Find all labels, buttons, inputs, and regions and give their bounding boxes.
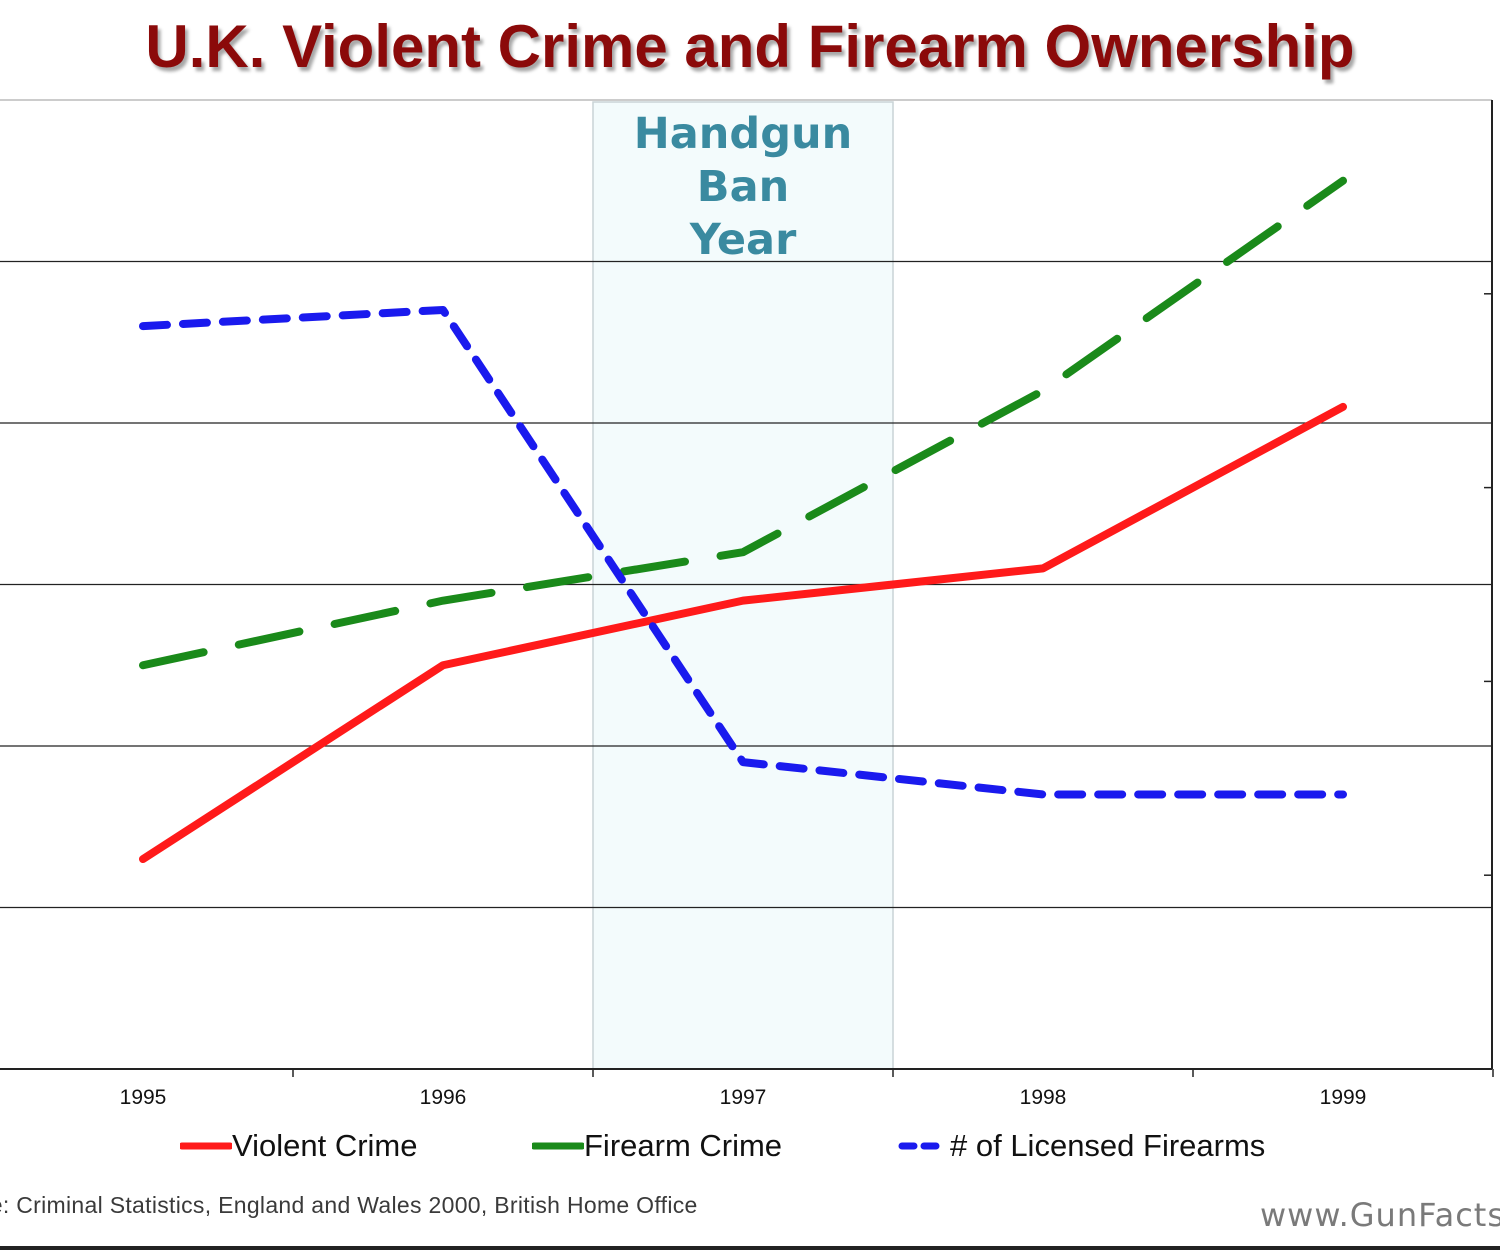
x-tick-label: 1999 (1320, 1086, 1367, 1109)
chart-title: U.K. Violent Crime and Firearm Ownership (145, 13, 1355, 80)
legend-swatch-violent-crime (178, 1136, 234, 1156)
bottom-border (0, 1246, 1500, 1250)
data-point (143, 665, 144, 666)
annotation-line: Year (689, 215, 797, 265)
data-point (1343, 406, 1344, 407)
annotation-line: Ban (697, 162, 789, 212)
legend-item-violent-crime: Violent Crime (178, 1128, 418, 1164)
data-point (443, 600, 444, 601)
data-point (1343, 180, 1344, 181)
legend: Violent Crime Firearm Crime # of License… (0, 1128, 1500, 1172)
data-point (443, 665, 444, 666)
legend-item-licensed-firearms: # of Licensed Firearms (898, 1128, 1265, 1164)
data-point (743, 552, 744, 553)
annotation-line: Handgun (634, 109, 852, 159)
watermark: www.GunFacts (1260, 1196, 1500, 1234)
data-point (1043, 390, 1044, 391)
source-note: ce: Criminal Statistics, England and Wal… (0, 1192, 698, 1218)
data-point (743, 600, 744, 601)
series-line-violent-crime (139, 402, 1347, 864)
legend-swatch-licensed-firearms (898, 1136, 950, 1156)
legend-label-firearm-crime: Firearm Crime (584, 1128, 783, 1163)
series-line-of-licensed-firearms (139, 305, 1347, 799)
legend-item-firearm-crime: Firearm Crime (530, 1128, 783, 1164)
legend-label-violent-crime: Violent Crime (232, 1128, 418, 1163)
data-point (143, 859, 144, 860)
legend-swatch-firearm-crime (530, 1136, 586, 1156)
x-tick-label: 1997 (720, 1086, 767, 1109)
series-line-firearm-crime (139, 176, 1347, 670)
data-point (1043, 568, 1044, 569)
x-tick-label: 1998 (1020, 1086, 1067, 1109)
legend-label-licensed-firearms: # of Licensed Firearms (950, 1128, 1266, 1163)
x-tick-label: 1995 (120, 1086, 167, 1109)
x-tick-label: 1996 (420, 1086, 467, 1109)
